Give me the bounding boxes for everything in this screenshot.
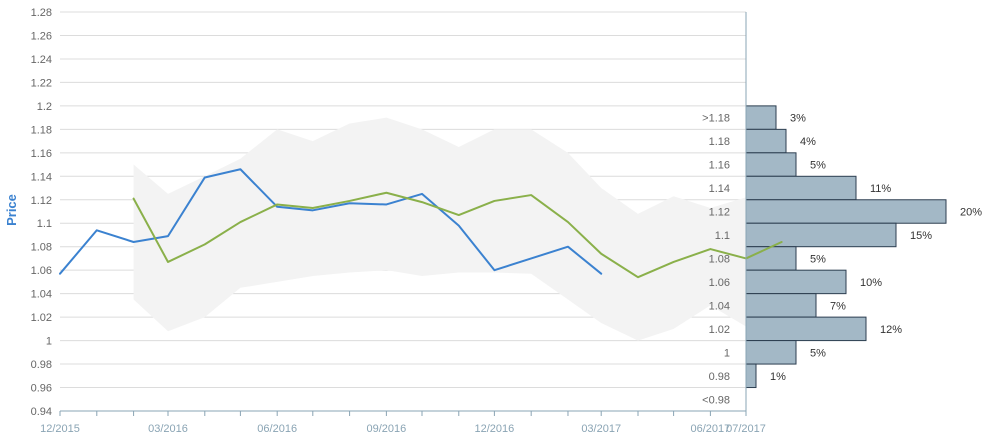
histogram-bin-label: <0.98 <box>702 394 730 406</box>
y-axis-title: Price <box>4 194 19 226</box>
histogram-value-label: 10% <box>860 277 882 289</box>
histogram-bar <box>745 222 897 248</box>
y-tick-label: 0.98 <box>31 359 52 371</box>
axes <box>59 12 747 416</box>
x-tick-labels: 12/2015 03/2016 06/2016 09/2016 12/2016 03/20… <box>40 423 766 435</box>
histogram-value-label: 5% <box>810 253 826 265</box>
x-tick-label: 12/2016 <box>475 423 515 435</box>
histogram-value-label: 12% <box>880 324 902 336</box>
histogram-bin-label: 1.14 <box>709 183 730 195</box>
histogram-bar <box>745 152 797 177</box>
histogram-bin-label: 1 <box>724 347 730 359</box>
forecast-price-line <box>132 191 783 279</box>
histogram-bin-label: 1.04 <box>709 300 730 312</box>
histogram-value-label: 20% <box>960 207 982 219</box>
x-tick-label: 06/2016 <box>257 423 297 435</box>
histogram-value-label: 4% <box>800 136 816 148</box>
x-tick-label: 06/2017 <box>691 423 731 435</box>
histogram-bar <box>745 175 857 201</box>
y-tick-label: 1.18 <box>31 124 52 136</box>
histogram-value-label: 7% <box>830 300 846 312</box>
histogram-bar <box>745 246 797 271</box>
histogram-bar <box>745 340 797 365</box>
y-tick-label: 1.22 <box>31 77 52 89</box>
histogram-value-label: 3% <box>790 113 806 125</box>
histogram-bin-label: 1.06 <box>709 277 730 289</box>
x-tick-label: 03/2016 <box>148 423 188 435</box>
y-tick-label: 0.96 <box>31 383 52 395</box>
y-tick-labels: 0.94 0.96 0.98 1 1.02 1.04 1.06 1.08 1.1 1.12 1.14… <box>31 7 52 418</box>
y-tick-label: 1.02 <box>31 312 52 324</box>
histogram-bar <box>745 199 947 224</box>
histogram-bar <box>745 316 867 342</box>
y-tick-label: 1.2 <box>37 101 52 113</box>
histogram-bar <box>745 269 847 295</box>
y-tick-label: 1.26 <box>31 30 52 42</box>
histogram-bin-label: 1.18 <box>709 136 730 148</box>
histogram-value-label: 15% <box>910 230 932 242</box>
distribution-histogram <box>745 105 947 389</box>
x-tick-label: 07/2017 <box>726 423 766 435</box>
x-tick-label: 12/2015 <box>40 423 80 435</box>
x-tick-label: 03/2017 <box>581 423 621 435</box>
y-tick-label: 1.08 <box>31 242 52 254</box>
histogram-labels: >1.18 3%1.18 4%1.16 5%1.14 11%1.12 20%1.1 15%1… <box>702 113 982 407</box>
histogram-bin-label: 1.08 <box>709 253 730 265</box>
histogram-bar <box>745 128 787 154</box>
y-tick-label: 1.1 <box>37 218 52 230</box>
y-tick-label: 1.06 <box>31 265 52 277</box>
histogram-bar <box>745 293 817 318</box>
histogram-value-label: 11% <box>870 183 891 195</box>
histogram-value-label: 1% <box>770 371 786 383</box>
forecast-range-band <box>133 117 746 341</box>
histogram-bin-label: 1.12 <box>709 207 730 219</box>
y-tick-label: 1.16 <box>31 148 52 160</box>
forecast-band-area <box>133 117 746 341</box>
actual-price-line <box>59 168 603 275</box>
y-tick-label: 1.04 <box>31 289 52 301</box>
histogram-bin-label: 0.98 <box>709 371 730 383</box>
histogram-bin-label: 1.1 <box>715 230 730 242</box>
histogram-bar <box>745 105 777 130</box>
y-tick-label: 1.24 <box>31 54 52 66</box>
histogram-bin-label: 1.02 <box>709 324 730 336</box>
series-lines <box>59 168 783 279</box>
y-tick-label: 1 <box>46 336 52 348</box>
y-tick-label: 0.94 <box>31 406 52 418</box>
histogram-bin-label: >1.18 <box>702 113 730 125</box>
histogram-value-label: 5% <box>810 347 826 359</box>
y-tick-label: 1.12 <box>31 195 52 207</box>
histogram-value-label: 5% <box>810 160 826 172</box>
y-tick-label: 1.14 <box>31 171 52 183</box>
x-tick-label: 09/2016 <box>367 423 407 435</box>
y-tick-label: 1.28 <box>31 7 52 19</box>
histogram-bin-label: 1.16 <box>709 160 730 172</box>
histogram-bar <box>745 363 757 389</box>
